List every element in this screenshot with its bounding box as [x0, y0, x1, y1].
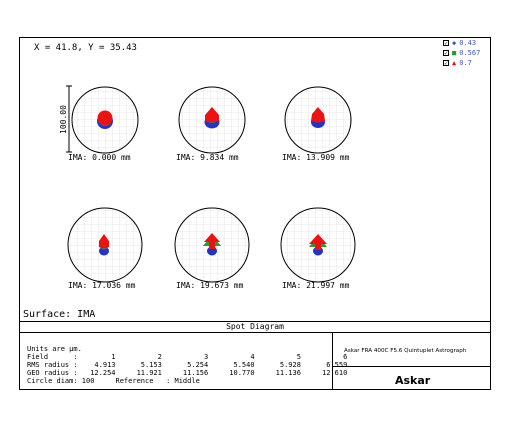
legend-item-0.43[interactable]: ✓ ◆ 0.43 — [443, 38, 480, 48]
field-label: IMA: 19.673 mm — [176, 281, 244, 290]
checkbox-icon[interactable]: ✓ — [443, 60, 449, 67]
spot-plot-2: IMA: 9.834 mm — [176, 86, 246, 162]
diamond-icon: ◆ — [452, 39, 457, 47]
spot-red — [99, 234, 109, 249]
rms-row: RMS radius : 4.913 5.153 5.254 5.540 5.9… — [27, 361, 348, 369]
spot-red — [205, 107, 219, 123]
panel-title: Spot Diagram — [20, 321, 490, 333]
field-row: Field : 1 2 3 4 5 6 — [27, 353, 348, 361]
info-divider — [332, 333, 333, 390]
spot-plot-1: IMA: 0.000 mm — [68, 86, 139, 162]
coordinate-readout: X = 41.8, Y = 35.43 — [34, 43, 137, 53]
circle-row: Circle diam: 100 Reference : Middle — [27, 377, 200, 385]
triangle-icon: ▲ — [452, 59, 457, 67]
legend-item-0.7[interactable]: ✓ ▲ 0.7 — [443, 58, 480, 68]
field-label: IMA: 13.909 mm — [282, 153, 350, 162]
plot-frame — [19, 37, 491, 390]
field-label: IMA: 21.997 mm — [282, 281, 350, 290]
legend-value: 0.43 — [459, 39, 477, 47]
legend-value: 0.567 — [459, 49, 481, 57]
field-label: IMA: 17.036 mm — [68, 281, 136, 290]
spot-plot-3: IMA: 13.909 mm — [282, 86, 352, 162]
units-text: Units are µm. — [27, 345, 82, 353]
surface-label: Surface: IMA — [23, 309, 96, 320]
spot-plot-6: IMA: 21.997 mm — [280, 207, 356, 290]
spot-plot-5: IMA: 19.673 mm — [174, 207, 250, 290]
brand-logo: Askar — [395, 374, 431, 387]
field-label: IMA: 0.000 mm — [68, 153, 131, 162]
spot-red — [97, 110, 113, 126]
square-icon: ■ — [452, 49, 457, 57]
checkbox-icon[interactable]: ✓ — [443, 40, 449, 47]
checkbox-icon[interactable]: ✓ — [443, 50, 449, 57]
spot-blue — [99, 246, 109, 256]
wavelength-legend: ✓ ◆ 0.43 ✓ ■ 0.567 ✓ ▲ 0.7 — [443, 38, 480, 68]
scale-label: 100.00 — [59, 105, 68, 134]
legend-value: 0.7 — [459, 59, 472, 67]
info-divider-horizontal — [332, 366, 490, 367]
spot-red — [311, 107, 325, 123]
field-label: IMA: 9.834 mm — [176, 153, 239, 162]
spot-red — [309, 234, 327, 250]
spot-info-table: Units are µm. Field : 1 2 3 4 5 6 RMS radi… — [27, 345, 347, 385]
geo-row: GEO radius : 12.254 11.921 11.156 10.770… — [27, 369, 348, 377]
spot-red — [204, 233, 220, 249]
system-name: Askar FRA 400C F5.6 Quintuplet Astrograp… — [344, 348, 467, 354]
spot-plot-4: IMA: 17.036 mm — [67, 207, 143, 290]
legend-item-0.567[interactable]: ✓ ■ 0.567 — [443, 48, 480, 58]
